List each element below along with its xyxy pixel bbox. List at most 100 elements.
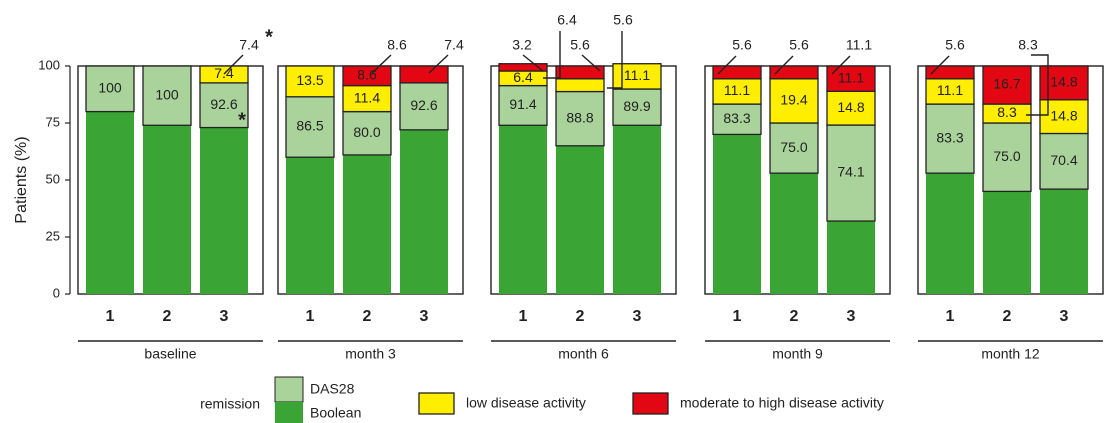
callout-label: 5.6 <box>789 37 809 53</box>
y-tick-label: 100 <box>38 57 60 72</box>
bar-das28 <box>712 103 762 136</box>
bar-boolean <box>286 157 334 294</box>
remission-value-label: 92.6 <box>210 96 237 112</box>
y-axis-title: Patients (%) <box>13 136 30 223</box>
asterisk-annotation: * <box>265 26 273 48</box>
low-value-label: 14.8 <box>837 99 864 115</box>
callout-label: 8.6 <box>387 37 407 53</box>
remission-value-label: 83.3 <box>723 110 750 126</box>
remission-value-label: 86.5 <box>296 118 323 134</box>
legend-label-das28: DAS28 <box>310 381 355 397</box>
legend-label-low: low disease activity <box>466 395 586 411</box>
remission-value-label: 70.4 <box>1050 152 1077 168</box>
callout-line <box>223 54 244 75</box>
bar-low <box>826 90 876 126</box>
x-tick-label: 1 <box>519 308 528 325</box>
callout-line <box>607 31 623 89</box>
remission-value-label: 88.8 <box>566 109 593 125</box>
callout-label: 11.1 <box>846 37 872 53</box>
callout-label: 7.4 <box>444 37 464 53</box>
low-value-label: 19.4 <box>780 92 807 108</box>
y-tick-label: 50 <box>46 171 60 186</box>
x-tick-label: 3 <box>1060 308 1069 325</box>
callout-line <box>543 31 561 79</box>
bar-moderate-high <box>555 65 605 80</box>
x-tick-label: 3 <box>847 308 856 325</box>
bar-boolean <box>770 173 818 294</box>
callout-label: 7.4 <box>239 37 259 53</box>
bar-boolean <box>827 221 875 294</box>
x-tick-label: 2 <box>1003 308 1012 325</box>
x-tick-label: 1 <box>306 308 315 325</box>
x-tick-label: 2 <box>363 308 372 325</box>
callouts: 7.4 8.6 7.4 3.2 6.4 5.6 5.6 5.6 5.6 11.1 5.6 8.3 * * <box>223 12 1049 131</box>
bar-boolean <box>926 173 974 294</box>
legend: remission DAS28 Boolean low disease activit… <box>200 376 884 423</box>
legend-swatch-das28 <box>274 376 304 403</box>
bar-low <box>612 63 662 90</box>
remission-value-label: 83.3 <box>936 129 963 145</box>
remission-value-label: 92.6 <box>410 97 437 113</box>
bar-boolean <box>499 125 547 294</box>
callout-label: 5.6 <box>945 37 965 53</box>
bar-boolean <box>143 125 191 294</box>
callout-line <box>930 55 950 75</box>
group-label: month 12 <box>981 346 1040 362</box>
legend-label-moderate-high: moderate to high disease activity <box>680 395 884 411</box>
bar-boolean <box>713 134 761 294</box>
callout-label: 5.6 <box>732 37 752 53</box>
remission-value-label: 100 <box>98 80 122 96</box>
mh-value-label: 8.6 <box>357 67 377 83</box>
low-value-label: 11.1 <box>624 67 650 83</box>
callout-line <box>581 54 601 72</box>
callout-label: 6.4 <box>557 12 577 28</box>
bar-moderate-high <box>399 65 449 84</box>
panel-month-9: 83.3 11.1 1 75.0 19.4 2 74.1 14.8 11.1 3 month 9 <box>704 65 891 362</box>
bar-moderate-high <box>925 65 975 80</box>
bar-low <box>285 65 335 98</box>
group-label: month 6 <box>558 346 609 362</box>
callout-line <box>371 54 392 74</box>
callout-line <box>1026 54 1049 116</box>
bar-low <box>199 65 249 84</box>
bar-boolean <box>343 154 391 294</box>
mh-value-label: 14.8 <box>1050 74 1077 90</box>
mh-value-label: 11.1 <box>838 69 864 85</box>
x-tick-label: 2 <box>576 308 585 325</box>
low-value-label: 13.5 <box>296 72 323 88</box>
callout-line <box>717 55 737 75</box>
bar-moderate-high <box>498 63 548 72</box>
bar-das28 <box>342 110 392 156</box>
bar-low <box>342 84 392 113</box>
group-label: baseline <box>144 346 196 362</box>
callout-label: 3.2 <box>512 37 532 53</box>
panel-month-12: 83.3 11.1 1 75.0 8.3 16.7 2 70.4 14.8 14.8 3 month … <box>917 65 1104 362</box>
bar-moderate-high <box>712 65 762 80</box>
bar-moderate-high <box>982 65 1032 105</box>
group-label: month 9 <box>772 346 823 362</box>
low-value-label: 6.4 <box>513 69 533 85</box>
y-tick-label: 25 <box>46 228 60 243</box>
y-axis: 0 25 50 75 100 Patients (%) <box>13 57 71 300</box>
callout-label: 8.3 <box>1018 37 1038 53</box>
bar-das28 <box>199 82 249 129</box>
x-tick-label: 2 <box>163 308 172 325</box>
x-tick-label: 3 <box>633 308 642 325</box>
x-tick-label: 3 <box>420 308 429 325</box>
bar-das28 <box>982 122 1032 193</box>
remission-value-label: 91.4 <box>509 96 536 112</box>
legend-swatch-low <box>418 392 455 415</box>
bar-boolean <box>400 129 448 294</box>
remission-value-label: 80.0 <box>353 124 380 140</box>
bar-low <box>555 78 605 93</box>
bar-das28 <box>1039 132 1089 190</box>
low-value-label: 11.1 <box>937 82 963 98</box>
bar-das28 <box>925 103 975 174</box>
remission-value-label: 89.9 <box>623 98 650 114</box>
callout-line <box>522 54 544 72</box>
group-label: month 3 <box>345 346 396 362</box>
bar-boolean <box>200 127 248 294</box>
low-value-label: 11.4 <box>354 89 380 105</box>
low-value-label: 8.3 <box>997 104 1017 120</box>
